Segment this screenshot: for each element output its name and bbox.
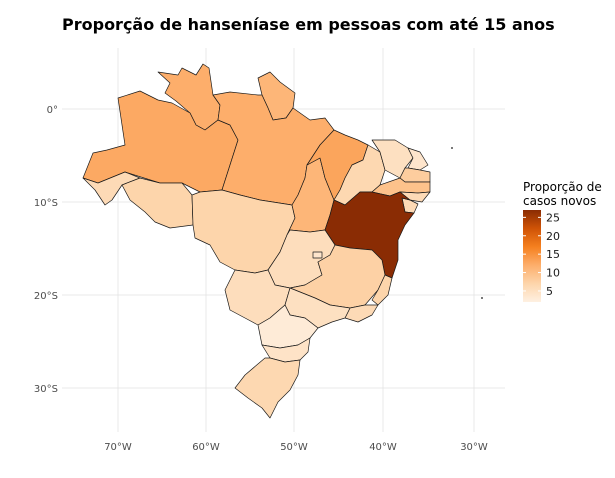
y-tick-label: 30°S xyxy=(34,384,58,395)
y-axis: 0° 10°S 20°S 30°S xyxy=(34,105,58,395)
legend-ticks: 25 20 15 10 5 xyxy=(523,211,560,298)
x-axis: 70°W 60°W 50°W 40°W 30°W xyxy=(104,442,488,453)
islands xyxy=(451,147,483,299)
x-tick-label: 40°W xyxy=(369,442,397,453)
y-tick-label: 0° xyxy=(47,105,58,116)
y-tick-label: 10°S xyxy=(34,198,58,209)
x-tick-label: 50°W xyxy=(280,442,308,453)
legend-tick-label: 20 xyxy=(546,230,560,243)
state-RO[interactable] xyxy=(121,177,194,229)
legend-tick-label: 5 xyxy=(546,285,553,298)
state-PB[interactable] xyxy=(399,167,431,183)
legend-title-line2: casos novos xyxy=(523,194,596,208)
state-RS[interactable] xyxy=(234,357,301,419)
legend-tick-label: 10 xyxy=(546,267,560,280)
legend-title-line1: Proporção de xyxy=(523,180,602,194)
legend-colorbar xyxy=(523,210,541,302)
legend-tick-label: 25 xyxy=(546,211,560,224)
x-tick-label: 30°W xyxy=(460,442,488,453)
map-title: Proporção de hanseníase em pessoas com a… xyxy=(62,15,555,34)
state-DF[interactable] xyxy=(312,251,323,259)
x-tick-label: 70°W xyxy=(104,442,132,453)
x-tick-label: 60°W xyxy=(192,442,220,453)
states-layer xyxy=(82,63,431,419)
legend: Proporção de casos novos 25 20 15 10 5 xyxy=(523,180,602,302)
legend-tick-label: 15 xyxy=(546,248,560,261)
y-tick-label: 20°S xyxy=(34,291,58,302)
